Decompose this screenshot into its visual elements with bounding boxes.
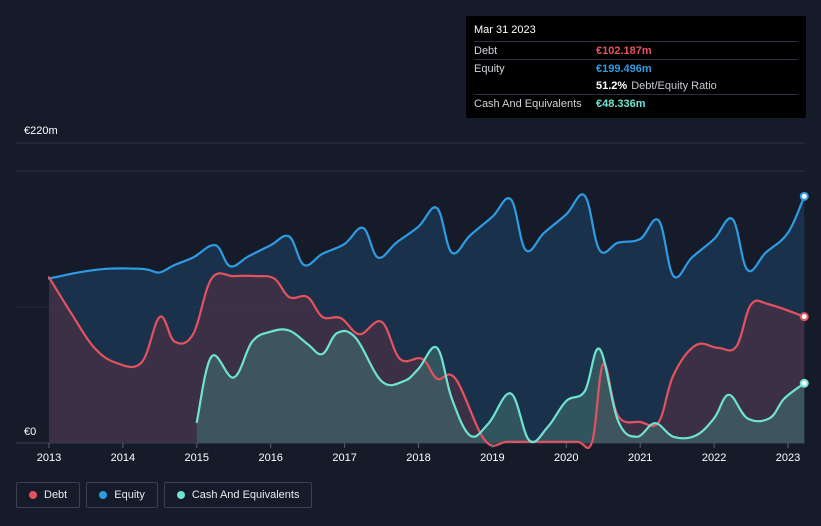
y-tick-label-zero: €0: [24, 426, 37, 438]
legend-label-cash: Cash And Equivalents: [191, 489, 300, 501]
x-tick-label: 2022: [702, 452, 726, 464]
end-marker-cash: [799, 378, 809, 388]
line-equity: [47, 193, 806, 280]
tooltip-equity-value: €199.496m: [596, 62, 652, 75]
tooltip-debt-label: Debt: [474, 44, 498, 57]
legend-dot-debt: [29, 491, 37, 499]
series-areas: [49, 194, 805, 449]
end-marker-equity: [799, 191, 809, 201]
tooltip-row-equity: Equity €199.496m: [474, 59, 798, 77]
tooltip-cash-value: €48.336m: [596, 97, 646, 110]
y-tick-label-max: €220m: [24, 125, 58, 137]
line-cash: [195, 328, 806, 444]
chart-legend: Debt Equity Cash And Equivalents: [16, 482, 313, 508]
tooltip-debt-value: €102.187m: [596, 44, 652, 57]
legend-item-debt[interactable]: Debt: [16, 482, 81, 508]
x-tick-label: 2017: [332, 452, 356, 464]
x-tick-label: 2013: [37, 452, 61, 464]
tooltip-ratio-value: 51.2%: [596, 79, 628, 92]
x-tick-label: 2020: [554, 452, 578, 464]
area-cash: [196, 329, 805, 443]
x-tick-label: 2016: [258, 452, 282, 464]
series-lines: [47, 193, 806, 450]
legend-label-equity: Equity: [114, 489, 145, 501]
legend-item-cash[interactable]: Cash And Equivalents: [163, 482, 313, 508]
tooltip-row-debt: Debt €102.187m: [474, 41, 798, 59]
x-tick-label: 2015: [185, 452, 209, 464]
tooltip-equity-label: Equity: [474, 62, 505, 75]
end-marker-debt: [799, 312, 809, 322]
tooltip-row-cash: Cash And Equivalents €48.336m: [474, 94, 798, 112]
series-end-markers: [799, 191, 809, 388]
x-tick-label: 2014: [111, 452, 135, 464]
x-tick-label: 2023: [776, 452, 800, 464]
x-axis: 2013 2014 2015 2016 2017 2018 2019 2020 2021 2022…: [37, 443, 800, 464]
legend-label-debt: Debt: [44, 489, 68, 501]
legend-dot-cash: [176, 491, 185, 499]
tooltip-cash-label: Cash And Equivalents: [474, 97, 582, 110]
x-tick-label: 2021: [628, 452, 652, 464]
x-tick-label: 2018: [406, 452, 430, 464]
legend-item-equity[interactable]: Equity: [86, 482, 158, 508]
legend-dot-equity: [99, 491, 108, 499]
data-tooltip: Mar 31 2023 Debt €102.187m Equity €199.4…: [466, 16, 806, 118]
tooltip-date: Mar 31 2023: [474, 24, 536, 36]
tooltip-ratio-label: Debt/Equity Ratio: [631, 79, 717, 92]
tooltip-row-ratio: 51.2% Debt/Equity Ratio: [474, 77, 798, 94]
x-tick-label: 2019: [480, 452, 504, 464]
